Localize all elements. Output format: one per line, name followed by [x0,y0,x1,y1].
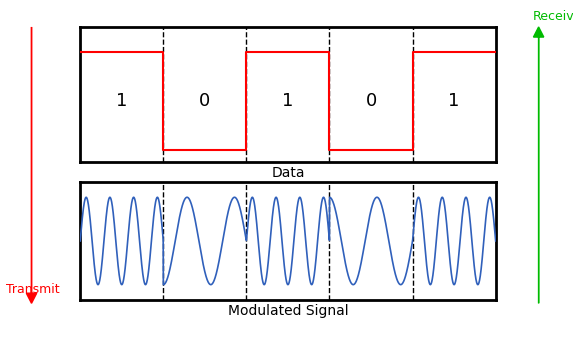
Text: Receive: Receive [533,10,573,23]
Text: 0: 0 [199,92,210,110]
Text: Transmit: Transmit [6,283,60,296]
X-axis label: Modulated Signal: Modulated Signal [227,304,348,318]
Text: 1: 1 [282,92,293,110]
Text: 0: 0 [366,92,376,110]
X-axis label: Data: Data [271,166,305,180]
Text: 1: 1 [116,92,127,110]
Text: 1: 1 [449,92,460,110]
